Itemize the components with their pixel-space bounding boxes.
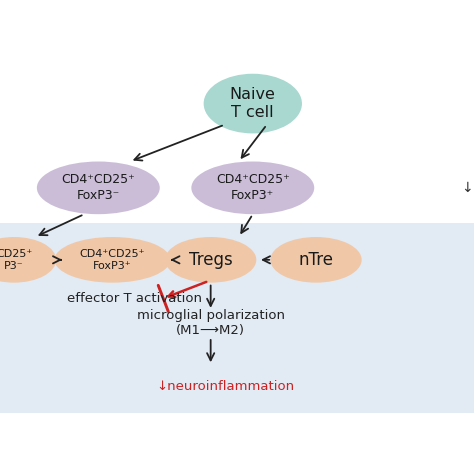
Ellipse shape bbox=[204, 74, 302, 133]
Ellipse shape bbox=[0, 237, 56, 283]
Text: microglial polarization
(M1⟶M2): microglial polarization (M1⟶M2) bbox=[137, 309, 285, 337]
Text: CD4⁺CD25⁺
FoxP3⁺: CD4⁺CD25⁺ FoxP3⁺ bbox=[80, 249, 145, 271]
Text: nTre: nTre bbox=[299, 251, 334, 269]
Text: ↓neuroinflammation: ↓neuroinflammation bbox=[156, 380, 294, 393]
FancyBboxPatch shape bbox=[0, 223, 474, 412]
Text: effector T activation: effector T activation bbox=[67, 292, 202, 305]
Text: CD4⁺CD25⁺
FoxP3⁻: CD4⁺CD25⁺ FoxP3⁻ bbox=[62, 173, 135, 202]
Text: Naive
T cell: Naive T cell bbox=[230, 87, 276, 120]
Text: CD25⁺
P3⁻: CD25⁺ P3⁻ bbox=[0, 249, 32, 271]
Text: CD4⁺CD25⁺
FoxP3⁺: CD4⁺CD25⁺ FoxP3⁺ bbox=[216, 173, 290, 202]
Text: ↓: ↓ bbox=[461, 181, 473, 195]
Ellipse shape bbox=[55, 237, 170, 283]
Ellipse shape bbox=[191, 162, 314, 214]
Ellipse shape bbox=[270, 237, 362, 283]
Ellipse shape bbox=[165, 237, 256, 283]
Text: Tregs: Tregs bbox=[189, 251, 233, 269]
Ellipse shape bbox=[37, 162, 160, 214]
